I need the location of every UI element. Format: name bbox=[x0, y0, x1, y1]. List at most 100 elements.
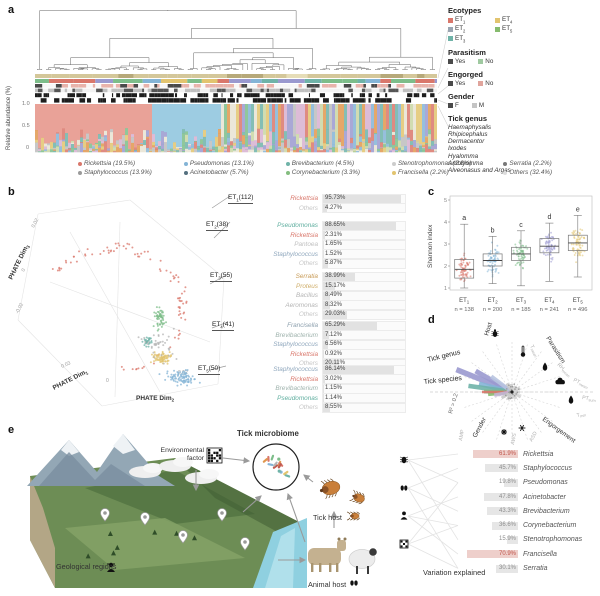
variation-bar-box: 47.8% bbox=[460, 493, 518, 502]
composition-row: Francisella 65.29% bbox=[232, 320, 406, 331]
svg-text:n = 138: n = 138 bbox=[454, 307, 474, 313]
et-label: ET3 bbox=[210, 272, 221, 281]
svg-text:5: 5 bbox=[444, 198, 447, 204]
et-count: (112) bbox=[238, 194, 254, 201]
composition-row: Pseudomonas 88.65% bbox=[232, 220, 406, 231]
composition-genus-name: Pseudomonas bbox=[277, 394, 318, 402]
legend-section-tick-genus: Tick genus Haemaphysalis Rhipicephalus Derm… bbox=[448, 114, 598, 174]
composition-bar: 4.27% bbox=[322, 203, 406, 214]
composition-genus-name: Bacillus bbox=[295, 292, 318, 300]
svg-text:R² = 0.2: R² = 0.2 bbox=[448, 393, 459, 415]
composition-percent: 20.11% bbox=[325, 360, 345, 367]
variation-bar bbox=[485, 464, 518, 473]
genus-legend-text: Acinetobacter (5.7%) bbox=[189, 169, 249, 176]
legend-item-tick-genus: Haemaphysalis bbox=[448, 123, 492, 131]
et-count: (50) bbox=[208, 365, 221, 372]
composition-bar: 0.92% bbox=[322, 349, 406, 360]
genus-color-dot bbox=[391, 161, 396, 166]
composition-percent: 38.99% bbox=[325, 273, 346, 280]
variation-bar-box: 61.9% bbox=[460, 450, 518, 459]
legend-pair-row: Yes No bbox=[448, 58, 598, 65]
composition-bar-fill bbox=[323, 310, 347, 319]
composition-bar-fill bbox=[323, 384, 324, 393]
composition-bar-fill bbox=[323, 331, 329, 340]
composition-row: Others 4.27% bbox=[232, 203, 406, 214]
legend-item-label: No bbox=[485, 57, 494, 65]
svg-text:ET5: ET5 bbox=[573, 298, 584, 304]
svg-text:Parasitism: Parasitism bbox=[544, 335, 566, 364]
tick-microbiome-label: Tick microbiome bbox=[237, 429, 299, 438]
legend-color-swatch bbox=[471, 102, 477, 108]
genus-legend-text: Francisella (2.2%) bbox=[397, 169, 449, 176]
variation-bar bbox=[473, 450, 518, 459]
composition-row: Others 29.03% bbox=[232, 309, 406, 320]
genus-color-dot bbox=[285, 161, 290, 166]
composition-genus-name: Others bbox=[298, 260, 318, 268]
et-label: ET5 bbox=[502, 25, 513, 34]
legend-item-ecotype: ET1 bbox=[448, 16, 481, 24]
geological-regions-label: Geological regions bbox=[56, 562, 117, 571]
composition-bar: 1.14% bbox=[322, 393, 406, 404]
composition-bar: 95.73% bbox=[322, 193, 406, 204]
composition-bar-fill bbox=[323, 204, 327, 213]
abundance-ytick: 1.0 bbox=[22, 101, 30, 107]
composition-genus-name: Rickettsia bbox=[290, 231, 318, 239]
composition-percent: 1.52% bbox=[325, 250, 343, 257]
composition-bar: 38.99% bbox=[322, 271, 406, 282]
composition-row: Brevibacterium 7.12% bbox=[232, 330, 406, 341]
legend-color-swatch bbox=[448, 58, 453, 64]
svg-text:c: c bbox=[519, 222, 523, 229]
svg-text:0: 0 bbox=[20, 267, 27, 272]
relative-abundance-chart bbox=[35, 104, 437, 153]
abundance-legend-item: Stenotrophomonas (2.8%) bbox=[391, 160, 487, 167]
composition-bar: 5.87% bbox=[322, 258, 406, 269]
ecotype-composition-table: Serratia 38.99% Proteus 15.17% Bacillus 8.49%… bbox=[232, 271, 406, 320]
composition-row: Serratia 38.99% bbox=[232, 271, 406, 282]
ecotype-group-label: ET4(41) bbox=[212, 321, 235, 331]
svg-text:ET3: ET3 bbox=[516, 298, 527, 304]
legend-item-label: Yes bbox=[455, 57, 466, 65]
composition-bar: 29.03% bbox=[322, 309, 406, 320]
composition-row: Rickettsia 95.73% bbox=[232, 193, 406, 204]
variation-row: 19.8% Pseudomonas bbox=[460, 476, 582, 490]
svg-text:n = 496: n = 496 bbox=[568, 307, 588, 313]
variation-percent: 15.9% bbox=[498, 536, 516, 543]
svg-text:ET4: ET4 bbox=[544, 298, 555, 304]
svg-text:RHmean: RHmean bbox=[555, 362, 572, 378]
composition-percent: 15.17% bbox=[325, 282, 346, 289]
svg-text:ET1: ET1 bbox=[459, 298, 470, 304]
composition-bar: 1.52% bbox=[322, 249, 406, 260]
ecotype-color-swatch bbox=[448, 36, 453, 42]
abundance-legend-item: Francisella (2.2%) bbox=[391, 169, 487, 176]
composition-bar-fill bbox=[323, 272, 355, 281]
genus-legend-text: Others (32.4%) bbox=[509, 169, 553, 176]
composition-genus-name: Others bbox=[298, 311, 318, 319]
composition-percent: 1.65% bbox=[325, 241, 343, 248]
composition-percent: 5.87% bbox=[325, 260, 343, 267]
legend-connector-lines bbox=[437, 29, 449, 127]
legend-section-gender: Gender F M bbox=[448, 92, 598, 109]
variation-genus-name: Serratia bbox=[523, 565, 548, 573]
variation-genus-name: Brevibacterium bbox=[523, 507, 570, 515]
legend-item-tick-genus: Alveonasus and Argas bbox=[448, 166, 511, 174]
abundance-ytick: 0.5 bbox=[22, 123, 30, 129]
composition-bar: 86.14% bbox=[322, 364, 406, 375]
variation-bar-box: 30.1% bbox=[460, 564, 518, 573]
legend-section-title: Gender bbox=[448, 91, 475, 101]
composition-row: Staphylococcus 1.52% bbox=[232, 249, 406, 260]
variation-genus-name: Francisella bbox=[523, 550, 557, 558]
composition-bar-fill bbox=[323, 403, 330, 412]
composition-genus-name: Francisella bbox=[287, 322, 318, 330]
ecotype-legend-grid: ET1 ET2 ET3 ET4 ET5 bbox=[448, 16, 528, 43]
et-count: (38) bbox=[216, 221, 229, 228]
genus-legend-text: Staphylococcus (13.9%) bbox=[84, 169, 152, 176]
variation-percent: 61.9% bbox=[498, 450, 516, 457]
et-label: ET4 bbox=[212, 321, 223, 330]
et-label: ET4 bbox=[502, 16, 513, 25]
legend-item-ecotype: ET2 bbox=[448, 25, 481, 34]
ecotype-composition-table: Pseudomonas 88.65% Rickettsia 2.31% Pantoea 1… bbox=[232, 220, 406, 269]
variation-bar bbox=[503, 478, 518, 487]
composition-bar: 8.49% bbox=[322, 290, 406, 301]
